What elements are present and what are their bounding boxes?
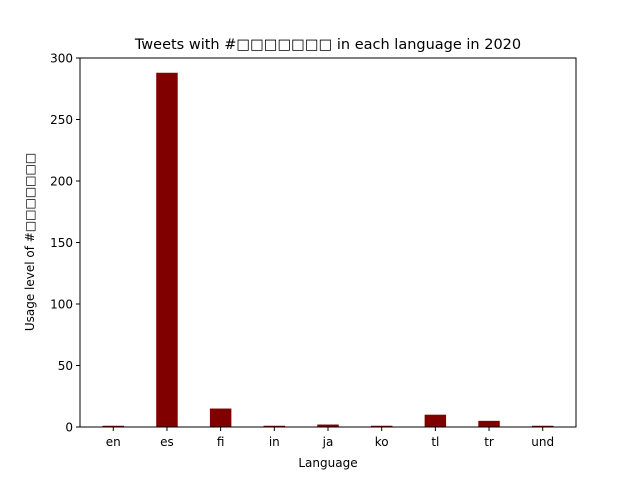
- y-tick-label: 250: [50, 113, 73, 127]
- bar-en: [102, 425, 125, 427]
- bar-ko: [370, 425, 393, 427]
- y-tick-label: 300: [50, 52, 73, 66]
- x-axis-label: Language: [298, 456, 357, 470]
- chart-title: Tweets with #□□□□□□□ in each language in…: [134, 37, 521, 53]
- bar-es: [156, 72, 178, 427]
- y-tick-label: 200: [50, 175, 73, 189]
- x-tick-label-und: und: [531, 435, 554, 449]
- x-tick-label-en: en: [106, 435, 121, 449]
- y-tick-label: 0: [65, 421, 73, 435]
- bar-tr: [478, 420, 500, 427]
- x-tick-label-ko: ko: [375, 435, 389, 449]
- x-tick-label-tr: tr: [484, 435, 494, 449]
- y-tick-label: 50: [58, 359, 73, 373]
- bar-und: [531, 425, 554, 427]
- x-tick-label-tl: tl: [431, 435, 439, 449]
- x-tick-label-in: in: [269, 435, 280, 449]
- x-tick-label-ja: ja: [322, 435, 334, 449]
- bars-group: [102, 72, 554, 427]
- bar-in: [263, 425, 286, 427]
- y-axis: 0 50 100 150 200 250 300: [50, 52, 80, 435]
- x-tick-label-fi: fi: [217, 435, 225, 449]
- y-tick-label: 150: [50, 236, 73, 250]
- bar-ja: [317, 424, 339, 427]
- bar-fi: [209, 408, 232, 427]
- y-axis-label: Usage level of #□□□□□□□: [23, 153, 37, 331]
- x-axis: en es fi in ja ko tl tr und: [106, 427, 554, 449]
- x-tick-label-es: es: [160, 435, 174, 449]
- bar-tl: [424, 414, 447, 427]
- plot-frame: [79, 57, 577, 428]
- y-tick-label: 100: [50, 298, 73, 312]
